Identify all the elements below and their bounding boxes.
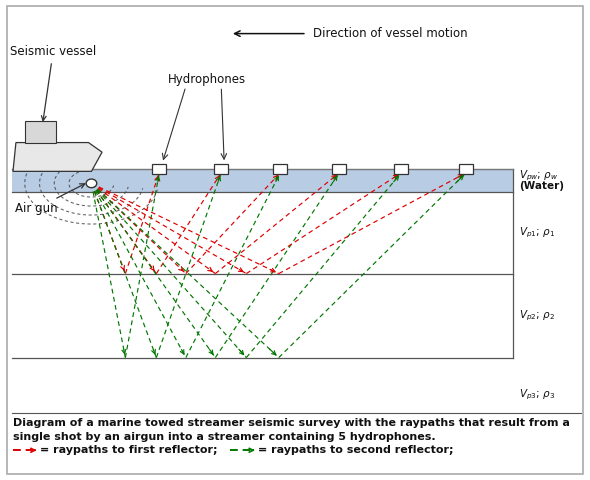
Bar	[12, 169, 513, 192]
Text: Diagram of a marine towed streamer seismic survey with the raypaths that result : Diagram of a marine towed streamer seism…	[13, 419, 570, 428]
Bar	[152, 164, 166, 174]
Text: Hydrophones: Hydrophones	[168, 73, 245, 86]
Bar	[332, 164, 346, 174]
Text: Air gun: Air gun	[15, 184, 85, 215]
Text: $V_{p3}$; $\rho_3$: $V_{p3}$; $\rho_3$	[519, 388, 555, 402]
Text: = raypaths to second reflector;: = raypaths to second reflector;	[258, 445, 454, 455]
Text: $V_{pw}$; $\rho_w$: $V_{pw}$; $\rho_w$	[519, 168, 559, 183]
Bar	[273, 164, 287, 174]
Text: $V_{p2}$; $\rho_2$: $V_{p2}$; $\rho_2$	[519, 309, 555, 323]
Text: (Water): (Water)	[519, 181, 564, 191]
Text: Seismic vessel: Seismic vessel	[10, 45, 96, 120]
Text: = raypaths to first reflector;: = raypaths to first reflector;	[40, 445, 218, 455]
Bar	[459, 164, 473, 174]
Text: $V_{p1}$; $\rho_1$: $V_{p1}$; $\rho_1$	[519, 226, 555, 240]
Text: single shot by an airgun into a streamer containing 5 hydrophones.: single shot by an airgun into a streamer…	[13, 432, 435, 442]
Bar	[214, 164, 228, 174]
Circle shape	[86, 179, 97, 188]
Bar	[394, 164, 408, 174]
Text: Direction of vessel motion: Direction of vessel motion	[313, 27, 467, 40]
Polygon shape	[25, 121, 56, 143]
Polygon shape	[13, 143, 102, 171]
